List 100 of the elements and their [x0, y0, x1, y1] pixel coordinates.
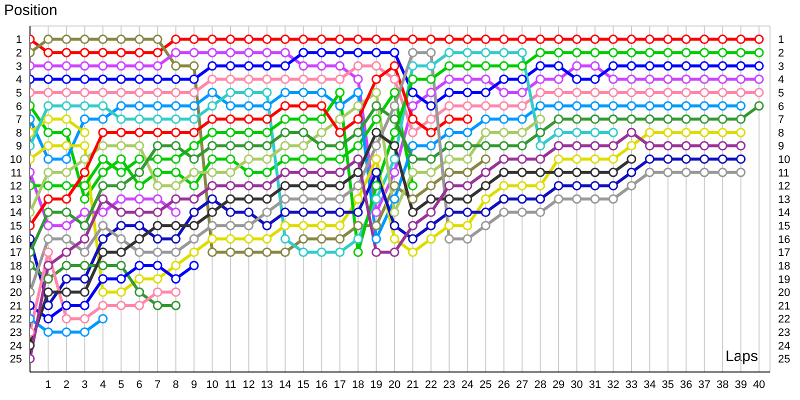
point	[499, 141, 509, 151]
point	[554, 168, 564, 178]
point	[298, 128, 308, 138]
point	[663, 128, 673, 138]
point	[152, 274, 162, 284]
point	[426, 168, 436, 178]
point	[262, 168, 272, 178]
point	[316, 234, 326, 244]
point	[171, 168, 181, 178]
point	[426, 114, 436, 124]
point	[480, 208, 490, 218]
point	[736, 168, 746, 178]
point	[208, 141, 218, 151]
y2-tick-label: 6	[778, 100, 784, 113]
x-tick-label: 20	[388, 378, 401, 391]
point	[499, 74, 509, 84]
y2-tick-label: 10	[778, 154, 790, 166]
point	[189, 114, 199, 124]
point	[736, 48, 746, 58]
point	[152, 101, 162, 111]
point	[244, 74, 254, 84]
point	[262, 194, 272, 204]
point	[98, 194, 108, 204]
point	[316, 114, 326, 124]
x-tick-label: 4	[100, 378, 106, 391]
point	[171, 48, 181, 58]
point	[444, 61, 454, 71]
point	[372, 141, 382, 151]
point	[189, 180, 199, 190]
point	[554, 61, 564, 71]
point	[590, 88, 600, 98]
point	[43, 101, 53, 111]
point	[480, 180, 490, 190]
point	[43, 154, 53, 164]
point	[335, 208, 345, 218]
point	[718, 168, 728, 178]
point	[280, 128, 290, 138]
point	[335, 247, 345, 257]
point	[572, 194, 582, 204]
point	[718, 48, 728, 58]
point	[718, 74, 728, 84]
point	[626, 128, 636, 138]
point	[316, 194, 326, 204]
point	[626, 101, 636, 111]
point	[335, 180, 345, 190]
x-tick-label: 31	[588, 378, 602, 391]
point	[244, 141, 254, 151]
point	[517, 168, 527, 178]
point	[116, 220, 126, 230]
point	[226, 74, 236, 84]
point	[62, 314, 72, 324]
point	[335, 61, 345, 71]
point	[226, 128, 236, 138]
point	[134, 61, 144, 71]
point	[663, 74, 673, 84]
point	[590, 168, 600, 178]
point	[316, 141, 326, 151]
point	[444, 168, 454, 178]
y-tick-label: 11	[10, 167, 22, 180]
point	[316, 180, 326, 190]
point	[244, 88, 254, 98]
point	[335, 48, 345, 58]
point	[644, 168, 654, 178]
point	[408, 194, 418, 204]
x-tick-label: 35	[662, 378, 674, 391]
point	[244, 154, 254, 164]
point	[426, 88, 436, 98]
point	[43, 48, 53, 58]
x-tick-label: 19	[370, 378, 382, 391]
point	[499, 128, 509, 138]
point	[171, 287, 181, 297]
point	[80, 287, 90, 297]
point	[736, 128, 746, 138]
point	[189, 88, 199, 98]
point	[517, 74, 527, 84]
point	[226, 61, 236, 71]
point	[353, 180, 363, 190]
point	[681, 74, 691, 84]
point	[316, 128, 326, 138]
point	[262, 247, 272, 257]
point	[426, 154, 436, 164]
x-tick-label: 28	[534, 378, 546, 391]
point	[62, 88, 72, 98]
point	[226, 48, 236, 58]
point	[298, 194, 308, 204]
y-tick-label: 10	[10, 154, 22, 166]
point	[408, 208, 418, 218]
point	[700, 48, 710, 58]
point	[718, 34, 728, 44]
point	[536, 168, 546, 178]
x-tick-label: 2	[63, 378, 70, 391]
point	[480, 34, 490, 44]
point	[152, 208, 162, 218]
point	[152, 48, 162, 58]
y-tick-label: 5	[16, 87, 22, 100]
point	[499, 208, 509, 218]
point	[626, 168, 636, 178]
y2-tick-label: 4	[778, 74, 784, 86]
point	[226, 194, 236, 204]
point	[644, 154, 654, 164]
